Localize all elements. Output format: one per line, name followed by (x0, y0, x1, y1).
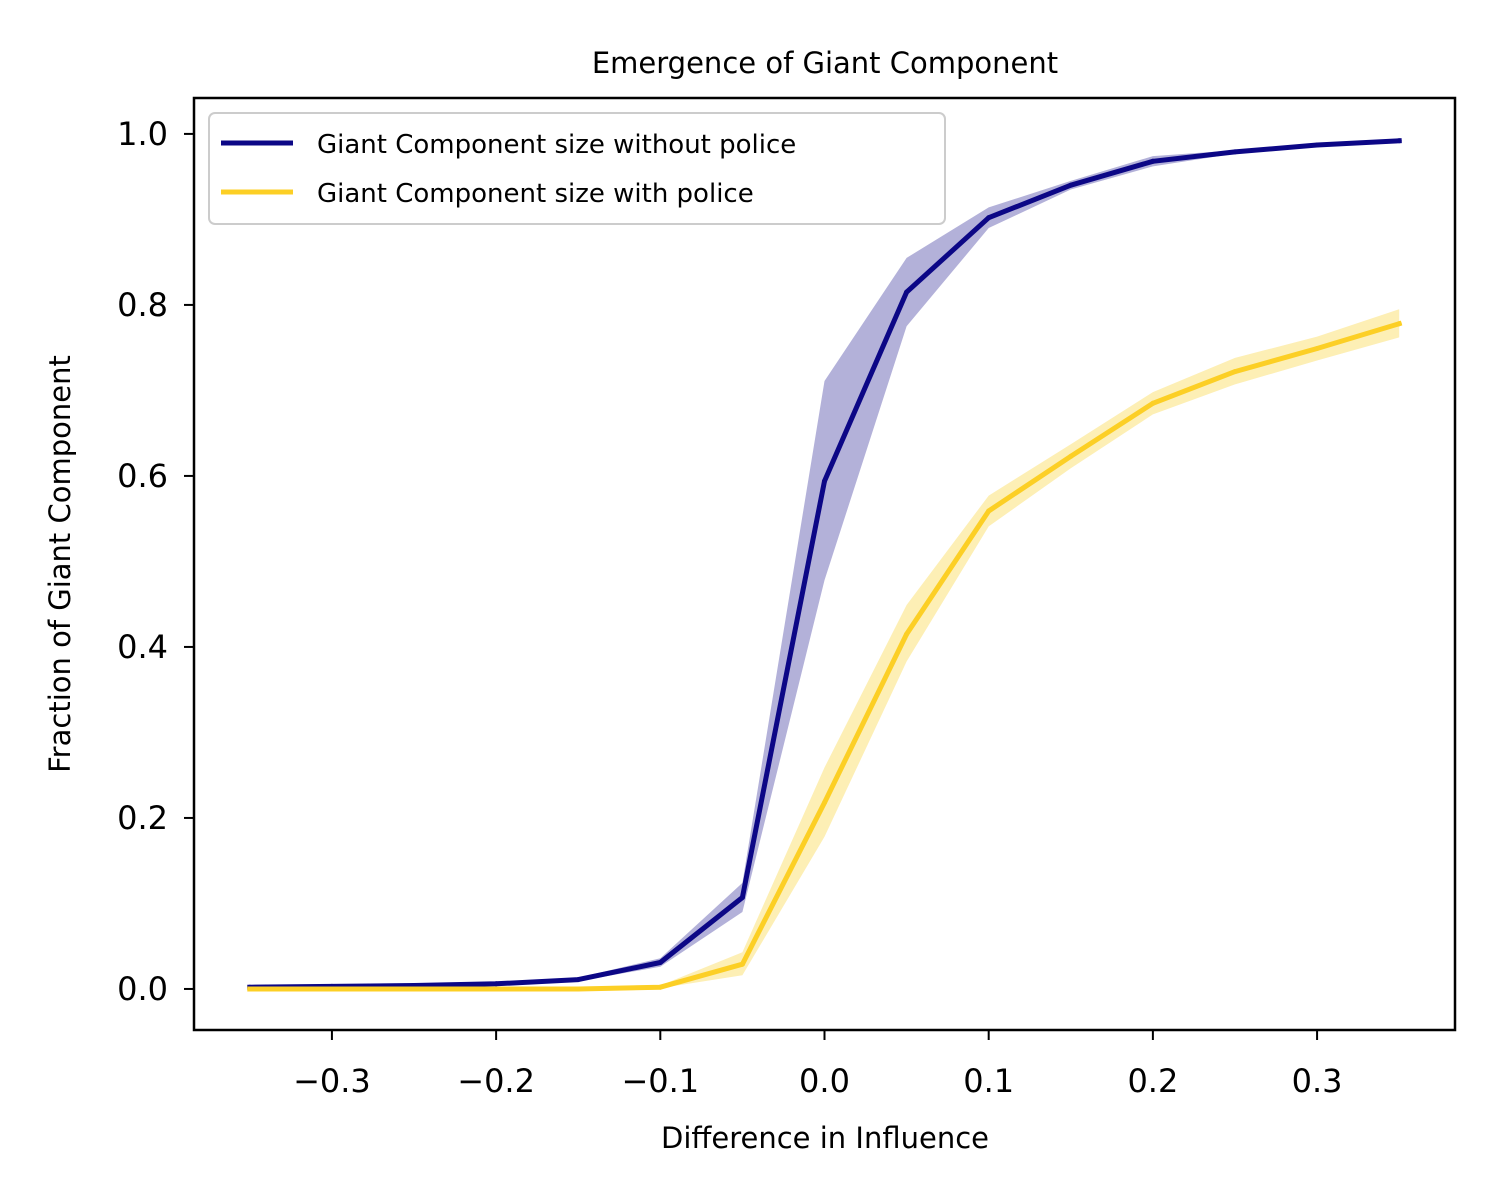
y-tick-label: 1.0 (117, 115, 168, 153)
data-point-without-police (1150, 158, 1156, 164)
data-point-with-police (329, 986, 335, 992)
legend: Giant Component size without police Gian… (208, 112, 946, 225)
y-axis-title: Fraction of Giant Component (43, 355, 77, 773)
data-point-with-police (1068, 453, 1074, 459)
data-point-with-police (493, 986, 499, 992)
y-axis: 0.0 0.2 0.4 0.6 0.8 1.0 (117, 115, 194, 1008)
data-point-without-police (1232, 149, 1238, 155)
x-tick-label: −0.2 (457, 1062, 535, 1100)
data-point-without-police (986, 215, 992, 221)
data-point-with-police (1396, 321, 1402, 327)
data-point-without-police (657, 960, 663, 965)
legend-label-with-police: Giant Component size with police (317, 179, 754, 209)
data-point-with-police (575, 986, 581, 992)
data-point-with-police (904, 631, 910, 637)
x-tick-label: 0.0 (799, 1062, 850, 1100)
x-axis-title: Difference in Influence (661, 1121, 989, 1155)
data-point-with-police (1150, 400, 1156, 406)
data-point-without-police (1068, 182, 1074, 188)
x-tick-label: 0.1 (963, 1062, 1014, 1100)
x-axis: −0.3 −0.2 −0.1 0.0 0.1 0.2 0.3 (293, 1030, 1343, 1100)
data-point-with-police (1232, 369, 1238, 375)
legend-label-without-police: Giant Component size without police (317, 130, 796, 160)
y-tick-label: 0.4 (117, 628, 168, 666)
data-point-without-police (822, 478, 827, 484)
y-tick-label: 0.6 (117, 457, 168, 495)
data-point-without-police (493, 981, 499, 987)
data-point-with-police (822, 800, 827, 806)
data-point-without-police (1314, 142, 1320, 148)
legend-box (208, 112, 946, 225)
x-tick-label: 0.2 (1127, 1062, 1178, 1100)
series-lines (247, 138, 1403, 992)
data-point-without-police (575, 977, 581, 983)
data-point-with-police (986, 508, 992, 514)
data-point-with-police (1314, 346, 1320, 351)
data-point-without-police (1396, 138, 1402, 144)
data-point-with-police (657, 984, 663, 990)
data-point-with-police (739, 961, 745, 967)
x-tick-label: −0.3 (293, 1062, 371, 1100)
y-tick-label: 0.8 (117, 286, 168, 324)
data-point-with-police (411, 986, 417, 992)
confidence-band-without-police (249, 139, 1400, 989)
y-tick-label: 0.2 (117, 799, 168, 837)
chart-title: Emergence of Giant Component (592, 46, 1058, 80)
x-tick-label: −0.1 (621, 1062, 699, 1100)
y-tick-label: 0.0 (117, 970, 168, 1008)
confidence-bands (249, 139, 1400, 989)
x-tick-label: 0.3 (1292, 1062, 1343, 1100)
data-point-without-police (904, 289, 910, 295)
data-point-without-police (739, 895, 745, 900)
data-point-with-police (247, 986, 253, 992)
